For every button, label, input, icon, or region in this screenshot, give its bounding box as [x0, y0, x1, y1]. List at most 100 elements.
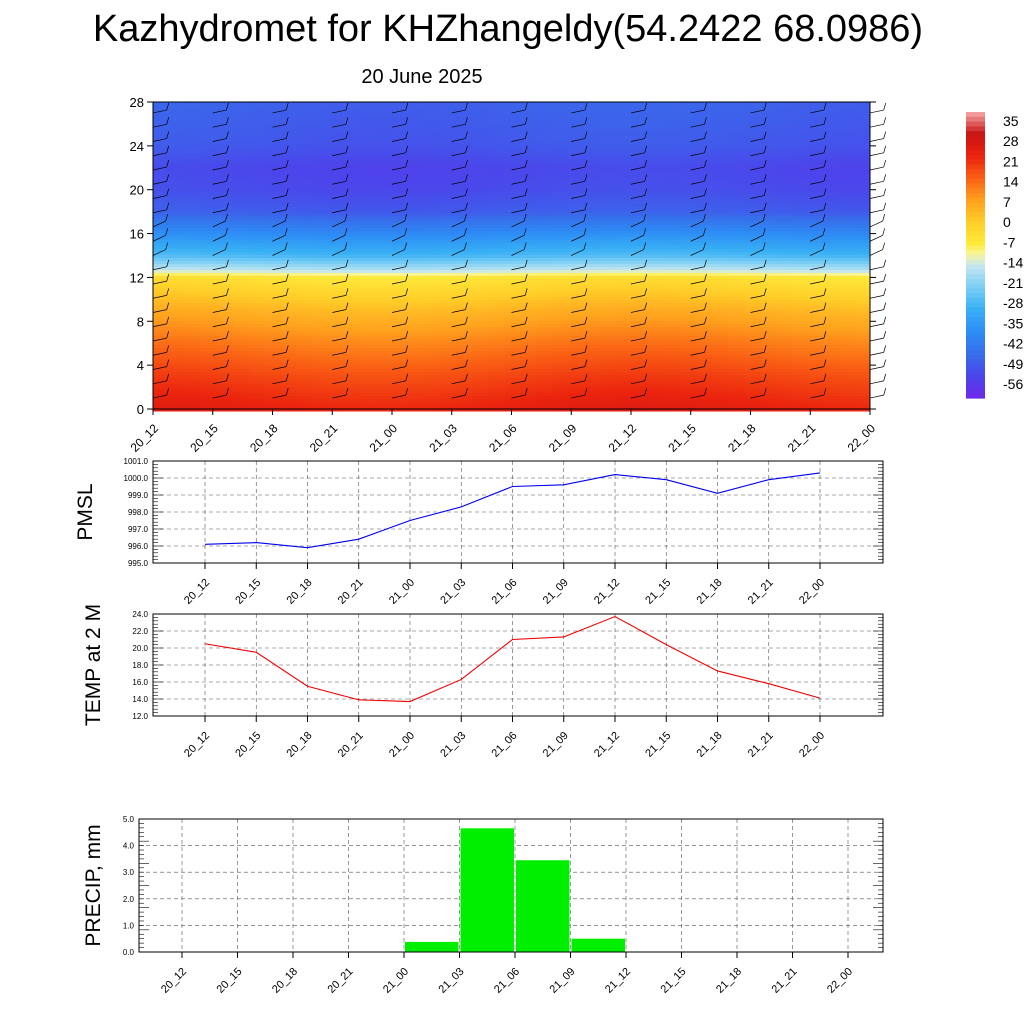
heatmap-cell — [265, 273, 282, 277]
heatmap-cell — [409, 339, 426, 343]
heatmap-cell — [585, 330, 602, 334]
heatmap-cell — [697, 189, 714, 193]
heatmap-cell — [233, 177, 250, 181]
heatmap-cell — [825, 135, 842, 139]
heatmap-cell — [361, 297, 378, 301]
heatmap-cell — [729, 213, 746, 217]
heatmap-cell — [361, 144, 378, 148]
heatmap-cell — [201, 315, 218, 319]
heatmap-cell — [761, 156, 778, 160]
heatmap-cell — [441, 294, 458, 298]
wind-barb-flag — [644, 288, 648, 296]
heatmap-cell — [345, 348, 362, 352]
heatmap-cell — [841, 204, 858, 208]
heatmap-cell — [649, 348, 666, 352]
heatmap-cell — [329, 204, 346, 208]
heatmap-cell — [489, 333, 506, 337]
heatmap-cell — [185, 189, 202, 193]
heatmap-cell — [329, 402, 346, 406]
heatmap-cell — [649, 393, 666, 397]
heatmap-cell — [377, 204, 394, 208]
heatmap-cell — [569, 201, 586, 205]
heatmap-cell — [393, 348, 410, 352]
heatmap-cell — [329, 216, 346, 220]
heatmap-cell — [633, 201, 650, 205]
heatmap-cell — [297, 276, 314, 280]
heatmap-cell — [649, 339, 666, 343]
heatmap-cell — [313, 108, 330, 112]
heatmap-cell — [841, 339, 858, 343]
heatmap-cell — [729, 135, 746, 139]
heatmap-cell — [489, 105, 506, 109]
heatmap-cell — [521, 327, 538, 331]
heatmap-cell — [361, 105, 378, 109]
heatmap-cell — [313, 348, 330, 352]
heatmap-cell — [793, 354, 810, 358]
heatmap-cell — [169, 210, 186, 214]
heatmap-cell — [825, 387, 842, 391]
heatmap-cell — [505, 303, 522, 307]
heatmap-cell — [425, 177, 442, 181]
heatmap-cell — [201, 270, 218, 274]
heatmap-cell — [377, 255, 394, 259]
heatmap-cell — [201, 330, 218, 334]
heatmap-cell — [617, 330, 634, 334]
heatmap-cell — [601, 378, 618, 382]
heatmap-cell — [201, 282, 218, 286]
heatmap-cell — [521, 252, 538, 256]
heatmap-cell — [617, 246, 634, 250]
heatmap-cell — [425, 171, 442, 175]
heatmap-cell — [601, 111, 618, 115]
heatmap-cell — [393, 216, 410, 220]
heatmap-cell — [825, 249, 842, 253]
heatmap-cell — [489, 402, 506, 406]
heatmap-cell — [201, 144, 218, 148]
heatmap-cell — [217, 390, 234, 394]
heatmap-cell — [217, 297, 234, 301]
heatmap-cell — [441, 147, 458, 151]
heatmap-cell — [681, 381, 698, 385]
heatmap-cell — [425, 129, 442, 133]
heatmap-cell — [681, 309, 698, 313]
heatmap-cell — [841, 318, 858, 322]
heatmap-cell — [617, 267, 634, 271]
heatmap-cell — [841, 273, 858, 277]
heatmap-cell — [825, 267, 842, 271]
heatmap-cell — [169, 369, 186, 373]
heatmap-cell — [377, 153, 394, 157]
heatmap-cell — [393, 156, 410, 160]
heatmap-cell — [409, 195, 426, 199]
heatmap-cell — [169, 321, 186, 325]
heatmap-cell — [249, 306, 266, 310]
heatmap-cell — [153, 273, 170, 277]
heatmap-cell — [457, 186, 474, 190]
heatmap-cell — [777, 186, 794, 190]
heatmap-cell — [793, 261, 810, 265]
heatmap-cell — [265, 189, 282, 193]
heatmap-cell — [729, 222, 746, 226]
heatmap-cell — [505, 183, 522, 187]
heatmap-cell — [345, 345, 362, 349]
heatmap-cell — [233, 102, 250, 106]
heatmap-cell — [857, 372, 871, 376]
heatmap-cell — [169, 219, 186, 223]
heatmap-cell — [777, 384, 794, 388]
heatmap-cell — [441, 360, 458, 364]
heatmap-cell — [841, 288, 858, 292]
heatmap-cell — [841, 108, 858, 112]
heatmap-cell — [297, 327, 314, 331]
heatmap-cell — [841, 132, 858, 136]
heatmap-cell — [665, 213, 682, 217]
heatmap-cell — [633, 393, 650, 397]
heatmap-cell — [377, 303, 394, 307]
heatmap-cell — [617, 105, 634, 109]
heatmap-cell — [329, 111, 346, 115]
heatmap-cell — [761, 306, 778, 310]
heatmap-cell — [361, 375, 378, 379]
heatmap-cell — [841, 159, 858, 163]
wind-barb-flag — [465, 259, 468, 267]
heatmap-cell — [825, 162, 842, 166]
heatmap-cell — [601, 156, 618, 160]
heatmap-cell — [249, 342, 266, 346]
heatmap-cell — [441, 348, 458, 352]
